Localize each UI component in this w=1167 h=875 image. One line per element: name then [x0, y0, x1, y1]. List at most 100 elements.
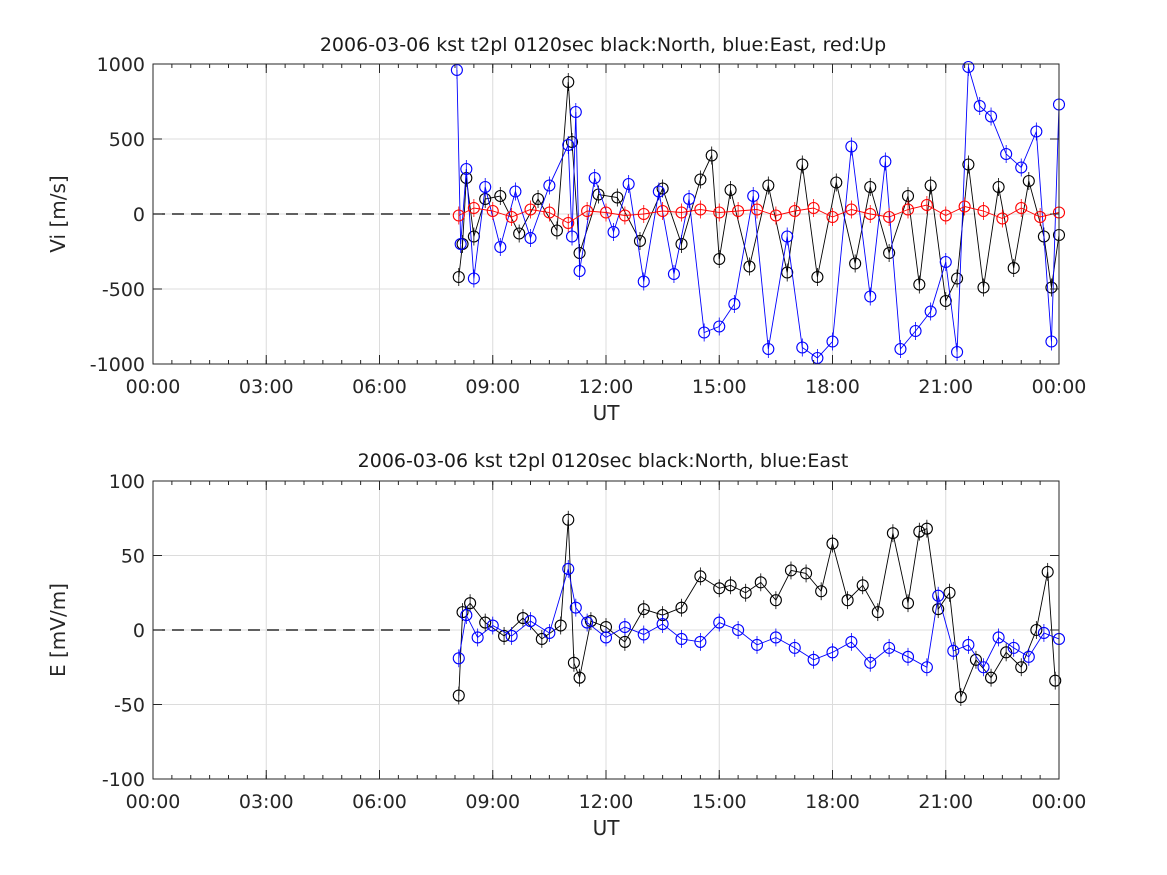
velocity-up-point: [996, 212, 1009, 225]
efield-east-point: [901, 650, 915, 663]
efield-east-point: [932, 589, 945, 602]
velocity-up-point: [939, 209, 952, 222]
velocity-north-point: [951, 272, 964, 285]
efield-north-point: [535, 632, 548, 645]
velocity-north-point: [452, 270, 465, 284]
efield-east-point: [543, 626, 556, 640]
velocity-east-point: [588, 171, 601, 185]
velocity-north-point: [494, 189, 507, 203]
efield-east-point: [788, 641, 801, 654]
velocity-east-point: [879, 155, 892, 168]
efield-north-line: [458, 519, 1056, 698]
efield-north-point: [562, 513, 575, 526]
velocity-up-point: [807, 201, 820, 215]
velocity-east-point: [479, 180, 492, 194]
efield-north-point: [856, 579, 869, 592]
efield-x-tick-label: 00:00: [126, 791, 181, 813]
efield-north-point: [456, 606, 469, 619]
velocity-up-point: [543, 206, 556, 219]
velocity-up-point: [713, 206, 726, 219]
velocity-up-point: [750, 203, 764, 216]
velocity-north-point: [513, 227, 526, 240]
efield-north-point: [713, 582, 726, 595]
velocity-x-tick-label: 12:00: [579, 376, 634, 398]
efield-chart-title: 2006-03-06 kst t2pl 0120sec black:North,…: [358, 450, 849, 472]
velocity-north-point: [724, 183, 737, 197]
velocity-north-point: [565, 135, 579, 149]
velocity-north-point: [531, 192, 545, 206]
efield-north-point: [984, 671, 998, 684]
efield-east-point: [637, 628, 650, 641]
efield-north-point: [901, 597, 915, 610]
efield-north-point: [618, 635, 631, 648]
velocity-east-point: [796, 341, 809, 354]
efield-north-point: [498, 629, 511, 643]
velocity-east-point: [524, 231, 537, 245]
velocity-east-point: [652, 185, 665, 198]
velocity-x-tick-label: 06:00: [352, 376, 407, 398]
velocity-east-series: [450, 60, 1066, 365]
efield-y-tick-label: -100: [102, 769, 145, 791]
velocity-x-tick-label: 00:00: [1032, 376, 1087, 398]
efield-north-point: [943, 586, 956, 599]
efield-north-point: [675, 601, 688, 614]
velocity-x-tick-label: 09:00: [465, 376, 520, 398]
efield-east-series: [452, 559, 1066, 677]
ion-velocity-panel: 2006-03-06 kst t2pl 0120sec black:North,…: [46, 34, 1086, 425]
velocity-east-point: [543, 179, 556, 192]
velocity-east-point: [984, 110, 998, 123]
efield-east-point: [883, 641, 896, 654]
efield-north-point: [1000, 646, 1013, 659]
efield-east-point: [962, 638, 975, 651]
velocity-east-point: [698, 326, 711, 339]
efield-east-point: [675, 632, 688, 645]
velocity-up-point: [505, 210, 518, 224]
velocity-x-tick-label: 03:00: [239, 376, 294, 398]
velocity-up-point: [562, 216, 575, 230]
efield-north-point: [1049, 674, 1062, 687]
velocity-east-point: [667, 267, 681, 281]
velocity-up-point: [769, 209, 782, 222]
efield-east-point: [694, 635, 707, 648]
velocity-east-point: [562, 138, 575, 152]
velocity-up-point: [581, 204, 594, 218]
velocity-north-point: [633, 234, 647, 248]
efield-north-series: [452, 510, 1062, 706]
efield-y-tick-label: 100: [109, 471, 145, 493]
efield-north-point: [754, 576, 767, 589]
efield-north-point: [954, 690, 967, 704]
efield-north-point: [1015, 661, 1028, 674]
velocity-up-point: [675, 206, 688, 219]
velocity-north-point: [939, 294, 952, 308]
velocity-y-axis-label: Vi [m/s]: [46, 175, 70, 252]
velocity-north-point: [883, 246, 896, 260]
efield-y-axis-label: E [mV/m]: [46, 583, 70, 677]
velocity-north-point: [562, 75, 575, 89]
efield-east-point: [920, 661, 933, 674]
velocity-x-tick-label: 21:00: [918, 376, 973, 398]
efield-north-point: [815, 585, 828, 598]
efield-north-point: [920, 522, 933, 535]
velocity-up-point: [599, 206, 613, 219]
velocity-east-point: [713, 320, 726, 333]
velocity-up-point: [864, 207, 877, 221]
efield-y-tick-label: -50: [114, 695, 145, 717]
velocity-x-tick-label: 18:00: [805, 376, 860, 398]
efield-north-point: [1041, 565, 1054, 578]
velocity-east-point: [637, 275, 650, 288]
efield-east-point: [750, 638, 764, 651]
velocity-north-point: [550, 224, 563, 237]
efield-x-tick-label: 21:00: [918, 791, 973, 813]
efield-north-point: [554, 619, 567, 632]
efield-x-tick-label: 15:00: [692, 791, 747, 813]
velocity-up-point: [977, 204, 990, 218]
velocity-east-point: [1015, 161, 1028, 174]
velocity-up-point: [788, 204, 801, 218]
velocity-north-point: [924, 179, 937, 192]
efield-x-tick-label: 09:00: [465, 791, 520, 813]
efield-east-point: [505, 629, 518, 643]
efield-east-point: [460, 609, 473, 622]
velocity-east-point: [460, 162, 473, 176]
velocity-east-point: [845, 140, 858, 153]
